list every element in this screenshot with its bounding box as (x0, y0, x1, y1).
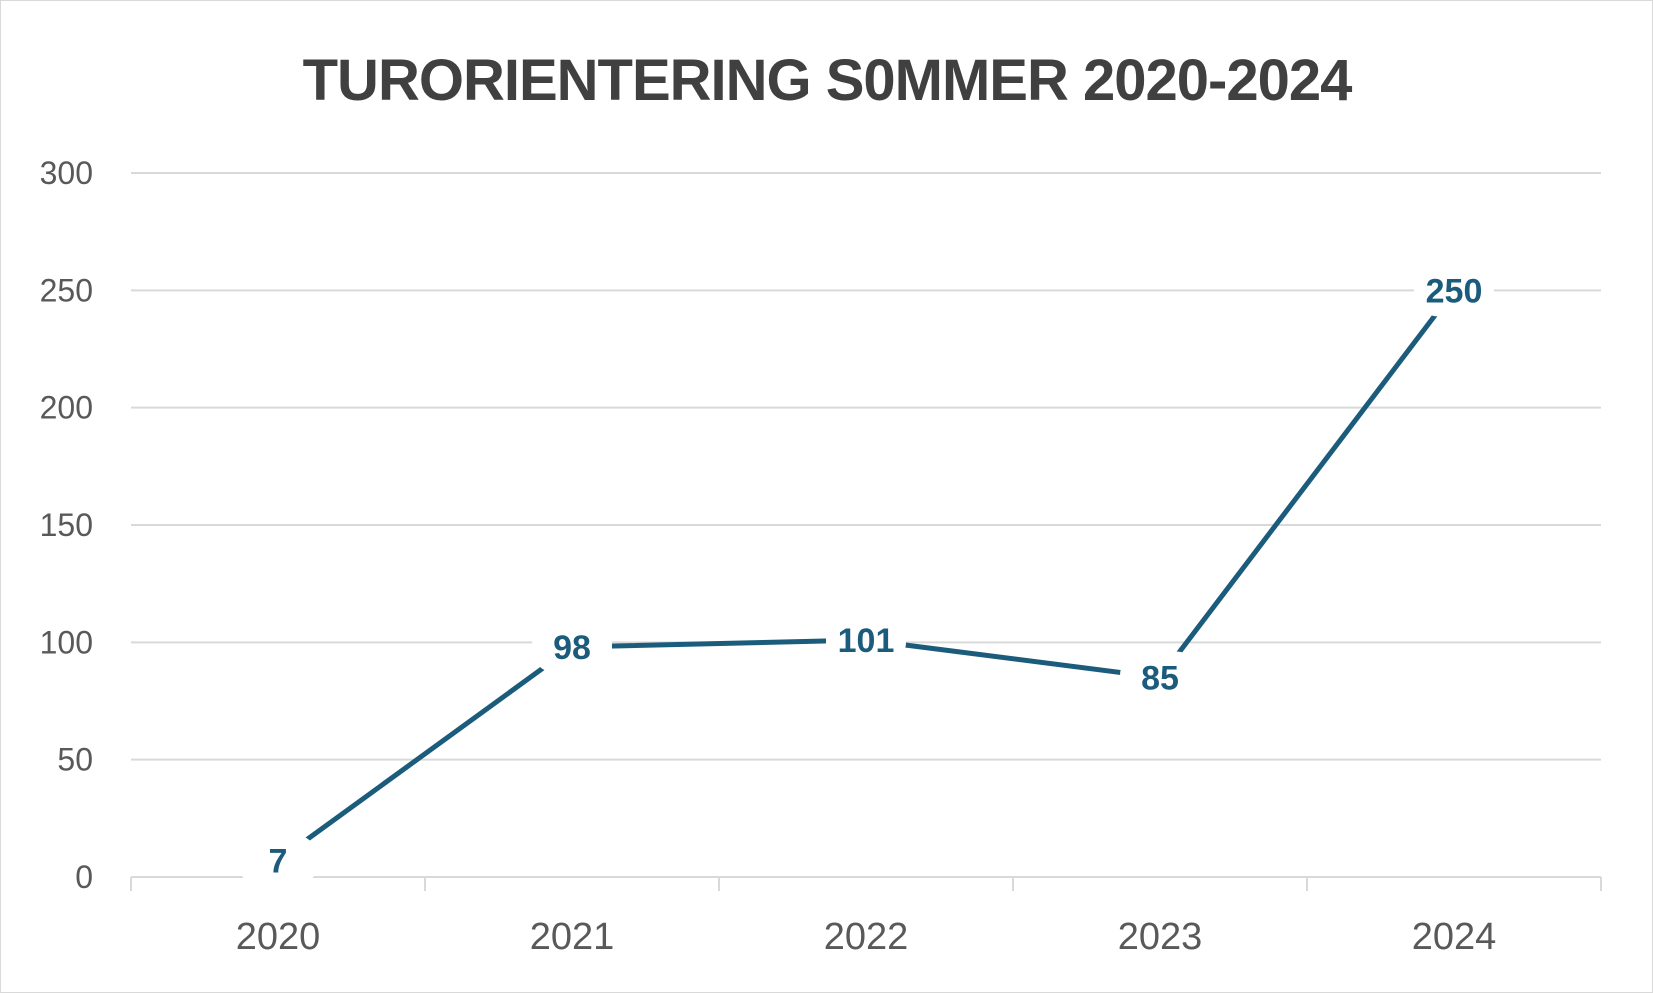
series-line-layer (276, 288, 1456, 863)
data-label-background (1120, 651, 1200, 704)
data-label: 250 (1426, 272, 1483, 310)
y-tick-label: 100 (40, 624, 93, 660)
data-label: 101 (838, 622, 895, 660)
data-point: 7 (238, 834, 318, 887)
y-axis-ticks: 0 50 100 150 200 250 300 (40, 155, 93, 895)
data-label: 85 (1141, 660, 1179, 698)
x-tick-label: 2023 (1118, 916, 1203, 958)
data-label: 7 (269, 843, 288, 881)
data-label-background (238, 834, 318, 887)
gridlines (131, 172, 1601, 761)
y-tick-label: 150 (40, 507, 93, 543)
data-labels: 7 98 101 85 250 (238, 264, 1494, 887)
x-tick-label: 2020 (236, 916, 321, 958)
data-point: 101 (826, 613, 906, 666)
x-tick-label: 2021 (530, 916, 615, 958)
x-axis-ticks: 2020 2021 2022 2023 2024 (236, 916, 1497, 958)
data-point: 98 (532, 621, 612, 674)
data-label-background (1414, 264, 1494, 317)
y-tick-label: 250 (40, 272, 93, 308)
y-tick-label: 0 (75, 859, 93, 895)
y-tick-label: 300 (40, 155, 93, 191)
series-line (276, 288, 1456, 863)
data-label-background (532, 621, 612, 674)
data-label: 98 (553, 629, 591, 667)
y-tick-label: 200 (40, 390, 93, 426)
data-label-background (826, 613, 906, 666)
data-point: 250 (1414, 264, 1494, 317)
chart-title: TURORIENTERING S0MMER 2020-2024 (303, 48, 1352, 113)
x-tick-label: 2024 (1412, 916, 1497, 958)
x-tick-label: 2022 (824, 916, 909, 958)
data-point: 85 (1120, 651, 1200, 704)
x-axis (130, 876, 1602, 891)
y-tick-label: 50 (57, 742, 93, 778)
